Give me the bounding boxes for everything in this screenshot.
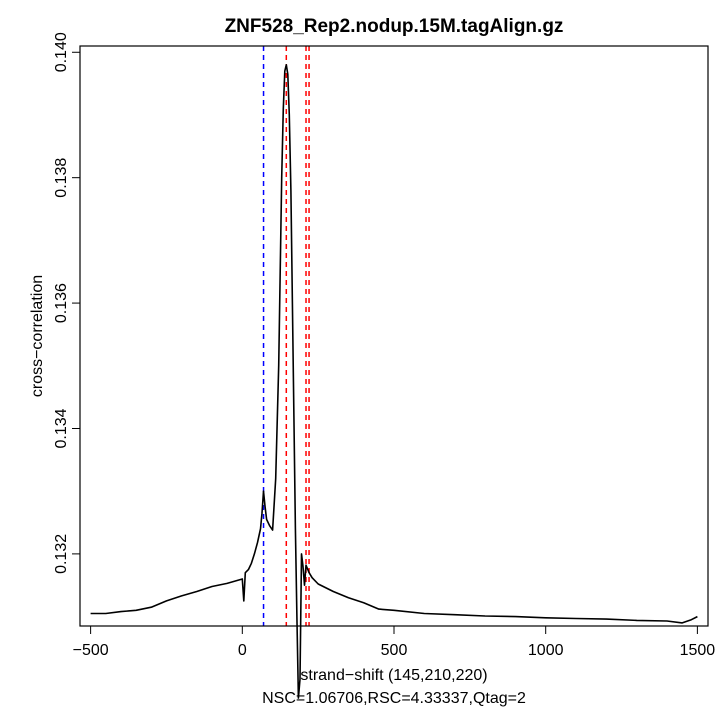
y-axis-label: cross−correlation: [29, 275, 46, 397]
chart-title: ZNF528_Rep2.nodup.15M.tagAlign.gz: [225, 16, 564, 37]
y-tick-label: 0.138: [53, 158, 70, 198]
chart-subtitle: NSC=1.06706,RSC=4.33337,Qtag=2: [262, 690, 526, 707]
x-tick-label: 1000: [528, 642, 564, 659]
series-layer: [90, 64, 698, 699]
x-tick-label: 0: [238, 642, 247, 659]
x-tick-label: 1500: [680, 642, 716, 659]
x-axis: −500 0 500 1000 1500: [73, 625, 716, 659]
y-tick-label: 0.140: [53, 32, 70, 72]
x-tick-label: 500: [381, 642, 408, 659]
series-line-0: [90, 64, 698, 699]
x-tick-label: −500: [73, 642, 109, 659]
plot-frame: [79, 45, 709, 627]
y-tick-label: 0.136: [53, 283, 70, 323]
x-axis-label: strand−shift (145,210,220): [300, 667, 487, 684]
y-tick-label: 0.132: [53, 534, 70, 574]
y-tick-label: 0.134: [53, 408, 70, 448]
reference-lines: [262, 46, 310, 626]
y-axis: 0.132 0.134 0.136 0.138 0.140: [53, 32, 81, 574]
